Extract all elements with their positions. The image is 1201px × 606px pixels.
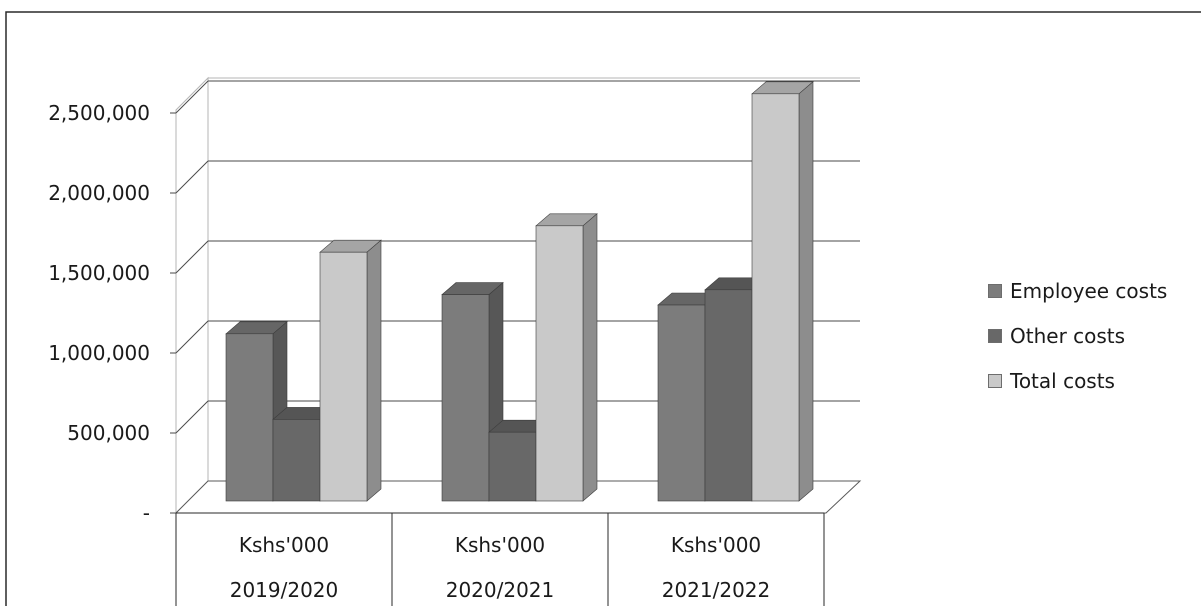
x-category-year-label: 2021/2022 [662,578,771,602]
bar-front [319,251,368,502]
legend-swatch-other [988,328,1002,343]
bar-side [582,213,598,502]
y-tick-label: - [143,501,150,525]
y-tick-label: 1,500,000 [48,261,150,285]
y-tick-label: 2,500,000 [48,101,150,125]
gridline-side [175,240,209,274]
bar-0-2 [319,239,382,502]
bar-side [798,81,814,502]
bar-front [225,333,274,502]
bar-front [535,225,584,502]
gridline-side [175,160,209,194]
x-category-unit-label: Kshs'000 [239,533,329,557]
x-category-unit-label: Kshs'000 [671,533,761,557]
y-tick-label: 1,000,000 [48,341,150,365]
bar-front [751,93,800,502]
y-tick-label: 2,000,000 [48,181,150,205]
legend-swatch-total [988,373,1002,388]
y-axis-ticks: - 500,000 1,000,000 1,500,000 2,000,000 2,500… [48,101,176,525]
outer-border [5,11,1201,606]
y-tick-label: 500,000 [67,421,150,445]
side-wall [175,76,209,515]
x-category-year-label: 2019/2020 [230,578,339,602]
chart-border [5,11,1201,606]
legend: Employee costs Other costs Total costs [988,268,1167,403]
bar-side [366,239,382,502]
bar-0-0 [225,321,288,502]
legend-label-employee: Employee costs [1010,278,1168,303]
bar-front [488,431,537,502]
bar-front [704,289,753,502]
gridline-side [175,80,209,114]
legend-label-other: Other costs [1010,323,1126,348]
x-category-unit-label: Kshs'000 [455,533,545,557]
bar-2-2 [751,81,814,502]
legend-item-employee: Employee costs [988,268,1167,313]
legend-item-other: Other costs [988,313,1167,358]
gridline-side [175,400,209,434]
gridline-side [175,320,209,354]
legend-item-total: Total costs [988,358,1167,403]
bar-1-2 [535,213,598,502]
legend-swatch-employee [988,283,1002,298]
bar-front [441,294,490,502]
category-table: Kshs'000 2019/2020 Kshs'000 2020/2021 Kshs'0… [175,512,825,606]
x-category-year-label: 2020/2021 [446,578,555,602]
bars [225,81,814,502]
legend-label-total: Total costs [1010,368,1115,393]
bar-front [657,304,706,502]
bar-front [272,419,321,502]
